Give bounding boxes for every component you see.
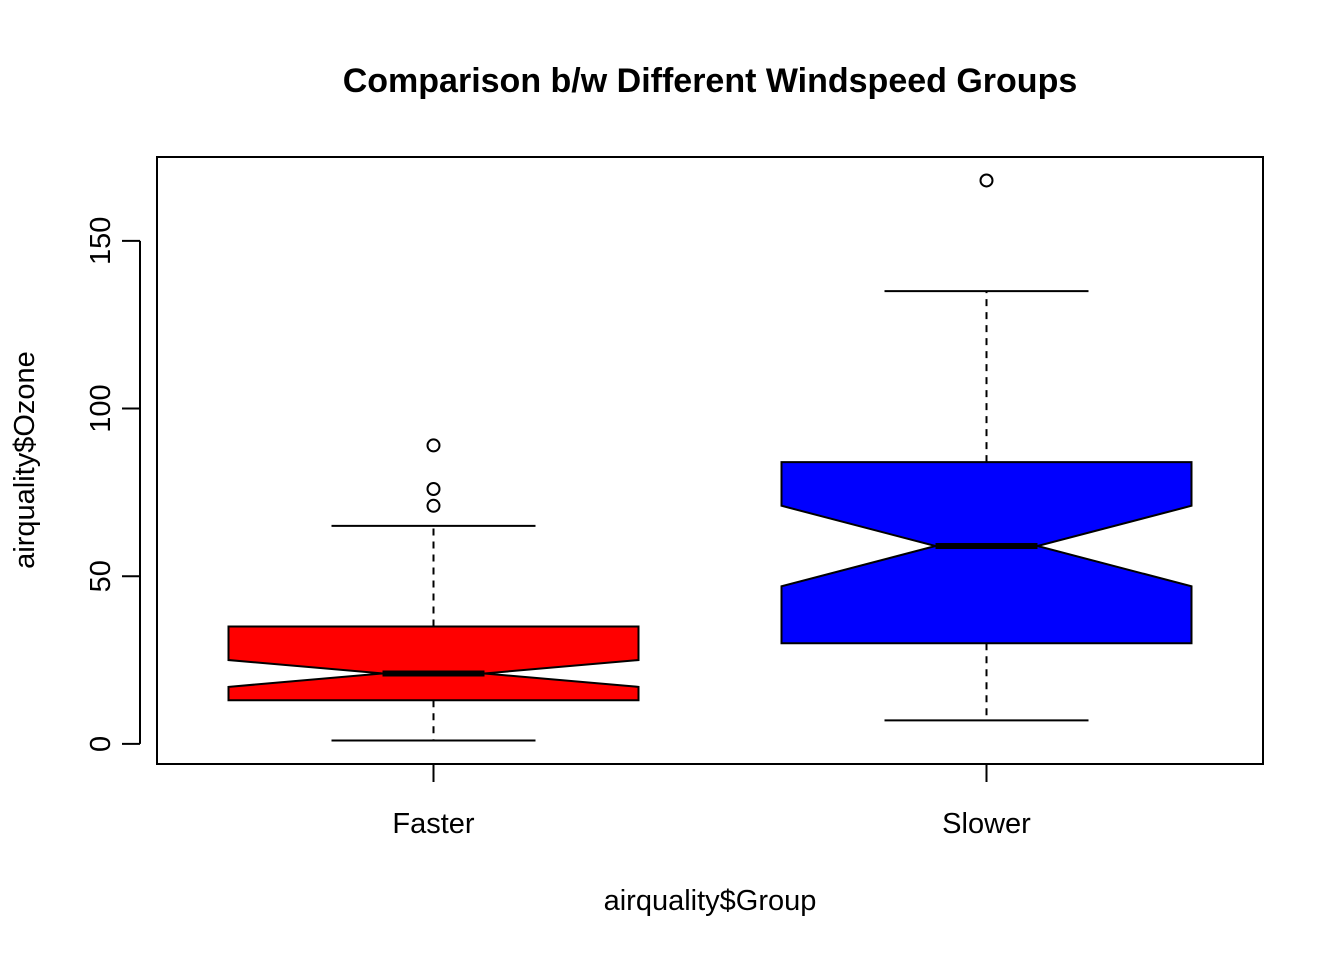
outlier-point (426, 438, 441, 453)
box-group-slower (780, 173, 1193, 722)
y-axis: 0 50 100 150 (85, 217, 141, 752)
outlier-point (426, 482, 441, 497)
y-tick-label: 150 (85, 217, 117, 265)
outlier-point (979, 173, 994, 188)
x-tick-label: Faster (392, 808, 475, 840)
y-tick-label: 50 (85, 560, 117, 592)
y-tick-label: 100 (85, 384, 117, 432)
y-axis-label: airquality$Ozone (9, 351, 41, 569)
x-axis: Faster Slower (392, 764, 1031, 840)
notched-box (227, 625, 640, 702)
plot-frame (156, 156, 1264, 765)
outlier-point (426, 498, 441, 513)
boxes-layer (227, 173, 1193, 742)
x-tick-label: Slower (942, 808, 1031, 840)
chart-title: Comparison b/w Different Windspeed Group… (343, 62, 1078, 100)
y-tick-label: 0 (85, 736, 117, 752)
x-axis-label: airquality$Group (604, 885, 817, 917)
notched-box (780, 461, 1193, 645)
box-group-faster (227, 438, 640, 742)
